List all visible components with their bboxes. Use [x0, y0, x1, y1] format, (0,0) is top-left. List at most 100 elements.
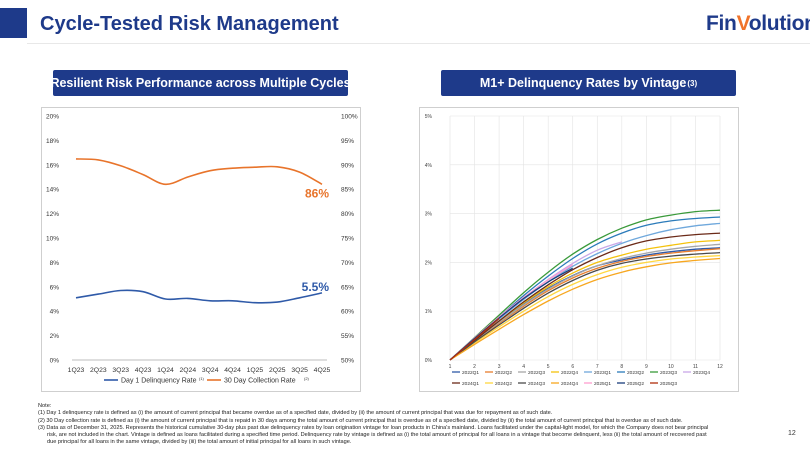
legend-label-2024q4: 2024Q4: [561, 381, 578, 387]
right-panel-header-text: M1+ Delinquency Rates by Vintage: [479, 76, 687, 90]
legend-label-2022q3: 2022Q3: [528, 370, 545, 376]
y-left-tick-label: 0%: [50, 358, 60, 365]
vintage-line-2022q3: [449, 243, 721, 361]
x-tick-label: 3Q25: [291, 367, 308, 374]
y-right-tick-label: 80%: [341, 211, 354, 218]
y-left-tick-label: 8%: [50, 260, 60, 267]
risk-performance-chart: 0% 2% 4% 6% 8% 10% 12% 14% 16% 18% 20% 50% 55% 60% 65%…: [41, 107, 361, 392]
footnotes: Note: (1) Day 1 delinquency rate is defi…: [38, 403, 788, 447]
right-panel-header-footnote: (3): [687, 78, 698, 88]
y-right-tick-label: 55%: [341, 333, 354, 340]
y-right-tick-label: 70%: [341, 260, 354, 267]
x-tick-label: 12: [717, 364, 723, 370]
note-3-end: due principal for all loans in the same …: [47, 439, 352, 446]
x-tick-label: 3Q24: [202, 367, 219, 374]
vintage-line-2024q1: [449, 232, 721, 361]
x-tick-label: 2Q24: [179, 367, 196, 374]
vintage-line-2023q2: [449, 216, 721, 361]
y-left-tick-label: 2%: [50, 333, 60, 340]
vintage-line-2022q2: [449, 248, 721, 361]
x-tick-label: 7: [596, 364, 599, 370]
vintage-line-2024q3: [449, 251, 721, 361]
vintage-line-2022q1: [449, 247, 721, 361]
note-1: (1) Day 1 delinquency rate is defined as…: [38, 410, 553, 417]
legend-label-day1: Day 1 Delinquency Rate: [121, 378, 197, 385]
note-2: (2) 30 Day collection rate is defined as…: [38, 417, 683, 424]
y-left-tick-label: 16%: [46, 162, 59, 169]
note-3: (3) Data as of December 31, 2025. Repres…: [38, 424, 709, 431]
x-tick-label: 1: [449, 364, 452, 370]
delinquency-vintage-chart: 0% 1% 2% 3% 4% 5% 1 2 3 4 5 6 7 8 9 10 11 12 2022Q1 2022Q2 2…: [419, 107, 739, 392]
right-panel-header: M1+ Delinquency Rates by Vintage (3): [441, 70, 736, 96]
x-tick-label: 5: [547, 364, 550, 370]
x-tick-label: 2Q25: [269, 367, 286, 374]
y-tick-label: 0%: [425, 358, 433, 364]
notes-label: Note:: [38, 403, 52, 409]
x-tick-label: 4Q25: [314, 367, 331, 374]
company-logo: FinVolution: [706, 12, 810, 36]
y-tick-label: 2%: [425, 260, 433, 266]
vintage-line-2025q3: [449, 318, 500, 361]
note-3-continued: risk, are not included in the chart. Vin…: [47, 432, 707, 439]
legend-label-2022q2: 2022Q2: [495, 370, 512, 376]
x-tick-label: 4Q24: [224, 367, 241, 374]
legend-label-2025q3: 2025Q3: [660, 381, 677, 387]
legend-label-2024q1: 2024Q1: [462, 381, 479, 387]
x-tick-label: 3Q23: [112, 367, 129, 374]
y-right-tick-label: 90%: [341, 162, 354, 169]
x-tick-label: 1Q24: [157, 367, 174, 374]
page-number: 12: [788, 430, 796, 437]
title-bar: Cycle-Tested Risk Management FinVolution: [0, 8, 810, 38]
y-left-tick-label: 18%: [46, 138, 59, 145]
y-left-tick-label: 20%: [46, 114, 59, 121]
y-right-tick-label: 65%: [341, 284, 354, 291]
legend-label-2024q2: 2024Q2: [495, 381, 512, 387]
x-tick-label: 9: [645, 364, 648, 370]
vintage-line-2024q4: [449, 257, 721, 361]
x-tick-label: 2Q23: [90, 367, 107, 374]
legend-sup-collection: (2): [304, 376, 310, 381]
y-right-tick-label: 75%: [341, 236, 354, 243]
logo-text-v: V: [736, 12, 749, 35]
legend-label-2022q1: 2022Q1: [462, 370, 479, 376]
collection-rate-line: [75, 158, 323, 186]
risk-performance-svg: 0% 2% 4% 6% 8% 10% 12% 14% 16% 18% 20% 50% 55% 60% 65%…: [46, 114, 358, 385]
y-left-tick-label: 10%: [46, 236, 59, 243]
legend-label-2023q2: 2023Q2: [627, 370, 644, 376]
header-separator: [27, 43, 810, 44]
x-tick-label: 1Q25: [247, 367, 264, 374]
left-panel-header-text: Resilient Risk Performance across Multip…: [50, 76, 351, 90]
y-left-tick-label: 14%: [46, 187, 59, 194]
y-tick-label: 5%: [425, 114, 433, 120]
x-tick-label: 10: [668, 364, 674, 370]
y-tick-label: 1%: [425, 309, 433, 315]
x-tick-label: 4Q23: [135, 367, 152, 374]
day1-end-label: 5.5%: [302, 280, 330, 294]
x-tick-label: 4: [522, 364, 525, 370]
y-left-tick-label: 12%: [46, 211, 59, 218]
x-tick-label: 8: [620, 364, 623, 370]
y-left-tick-label: 6%: [50, 284, 60, 291]
legend-label-collection: 30 Day Collection Rate: [224, 378, 296, 385]
y-right-tick-label: 60%: [341, 309, 354, 316]
x-tick-label: 6: [571, 364, 574, 370]
legend-label-2025q1: 2025Q1: [594, 381, 611, 387]
y-left-tick-label: 4%: [50, 309, 60, 316]
x-tick-label: 1Q23: [68, 367, 85, 374]
legend-label-2022q4: 2022Q4: [561, 370, 578, 376]
vintage-line-2023q3: [449, 209, 721, 361]
legend-label-2023q3: 2023Q3: [660, 370, 677, 376]
collection-end-label: 86%: [305, 186, 329, 200]
x-tick-label: 3: [498, 364, 501, 370]
x-tick-label: 11: [693, 364, 698, 370]
legend-label-2025q2: 2025Q2: [627, 381, 644, 387]
y-right-tick-label: 100%: [341, 114, 358, 121]
y-right-tick-label: 95%: [341, 138, 354, 145]
y-tick-label: 4%: [425, 163, 433, 169]
title-accent-bar: [0, 8, 27, 38]
day1-delinquency-line: [75, 289, 323, 304]
page-title: Cycle-Tested Risk Management: [40, 13, 339, 35]
logo-text-fin: Fin: [706, 12, 737, 35]
left-panel-header: Resilient Risk Performance across Multip…: [50, 70, 351, 96]
